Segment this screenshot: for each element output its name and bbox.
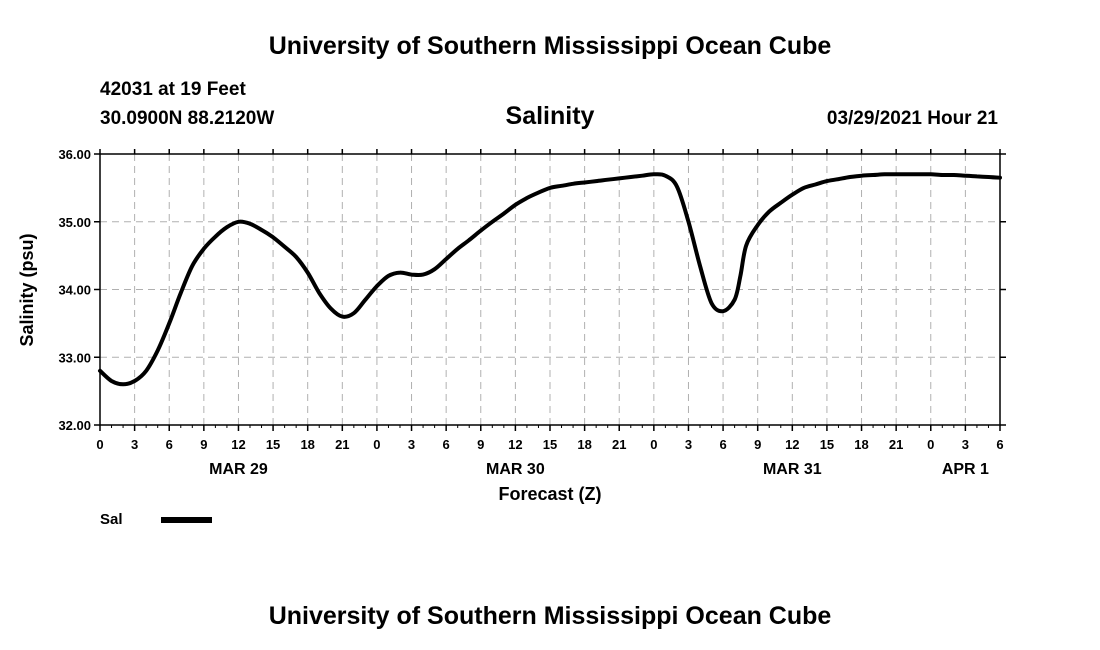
x-axis: 0 3 6 9 12 15 18 21 0 3 6 9 12 15 18 21 0 3 6 9 12 15 18 21 0 3 6: [96, 149, 1004, 452]
x-tick-label: 6: [996, 437, 1003, 452]
series-line-sal: [98, 172, 1002, 387]
x-tick-label: 3: [685, 437, 692, 452]
x-tick-label: 3: [962, 437, 969, 452]
x-tick-label: 21: [612, 437, 626, 452]
x-tick-label: 15: [543, 437, 557, 452]
x-tick-label: 15: [266, 437, 280, 452]
legend-label-sal: Sal: [100, 511, 123, 528]
x-tick-label: 0: [96, 437, 103, 452]
x-tick-label: 0: [373, 437, 380, 452]
x-tick-label: 6: [719, 437, 726, 452]
x-tick-label: 0: [650, 437, 657, 452]
x-tick-label: 3: [131, 437, 138, 452]
forecast-timestamp: 03/29/2021 Hour 21: [827, 108, 999, 129]
x-tick-label: 3: [408, 437, 415, 452]
chart-title: Salinity: [506, 102, 595, 130]
x-tick-label: 9: [754, 437, 761, 452]
grid-lines: [100, 154, 1000, 425]
day-label: MAR 29: [209, 461, 268, 478]
x-axis-label: Forecast (Z): [498, 484, 601, 504]
x-tick-label: 12: [231, 437, 245, 452]
x-tick-label: 18: [854, 437, 868, 452]
x-tick-label: 15: [820, 437, 834, 452]
x-tick-label: 6: [166, 437, 173, 452]
day-label: MAR 31: [763, 461, 822, 478]
x-tick-label: 21: [335, 437, 349, 452]
page-title: University of Southern Mississippi Ocean…: [269, 32, 832, 60]
day-label: MAR 30: [486, 461, 545, 478]
x-tick-label: 12: [508, 437, 522, 452]
y-axis: 32.00 33.00 34.00 35.00 36.00: [58, 147, 1006, 433]
x-tick-label: 9: [477, 437, 484, 452]
x-tick-label: 18: [300, 437, 314, 452]
station-coordinates: 30.0900N 88.2120W: [100, 108, 274, 129]
day-labels: MAR 29 MAR 30 MAR 31 APR 1: [209, 461, 989, 478]
x-tick-label: 6: [443, 437, 450, 452]
day-label: APR 1: [942, 461, 989, 478]
y-axis-label: Salinity (psu): [17, 233, 37, 346]
x-tick-label: 9: [200, 437, 207, 452]
y-tick-label: 32.00: [58, 418, 91, 433]
x-tick-label: 12: [785, 437, 799, 452]
x-tick-label: 0: [927, 437, 934, 452]
y-tick-label: 35.00: [58, 215, 91, 230]
y-tick-label: 36.00: [58, 147, 91, 162]
x-tick-label: 21: [889, 437, 903, 452]
footer-title: University of Southern Mississippi Ocean…: [269, 602, 832, 630]
y-tick-label: 34.00: [58, 283, 91, 298]
y-tick-label: 33.00: [58, 350, 91, 365]
x-tick-label: 18: [577, 437, 591, 452]
station-label: 42031 at 19 Feet: [100, 79, 246, 100]
